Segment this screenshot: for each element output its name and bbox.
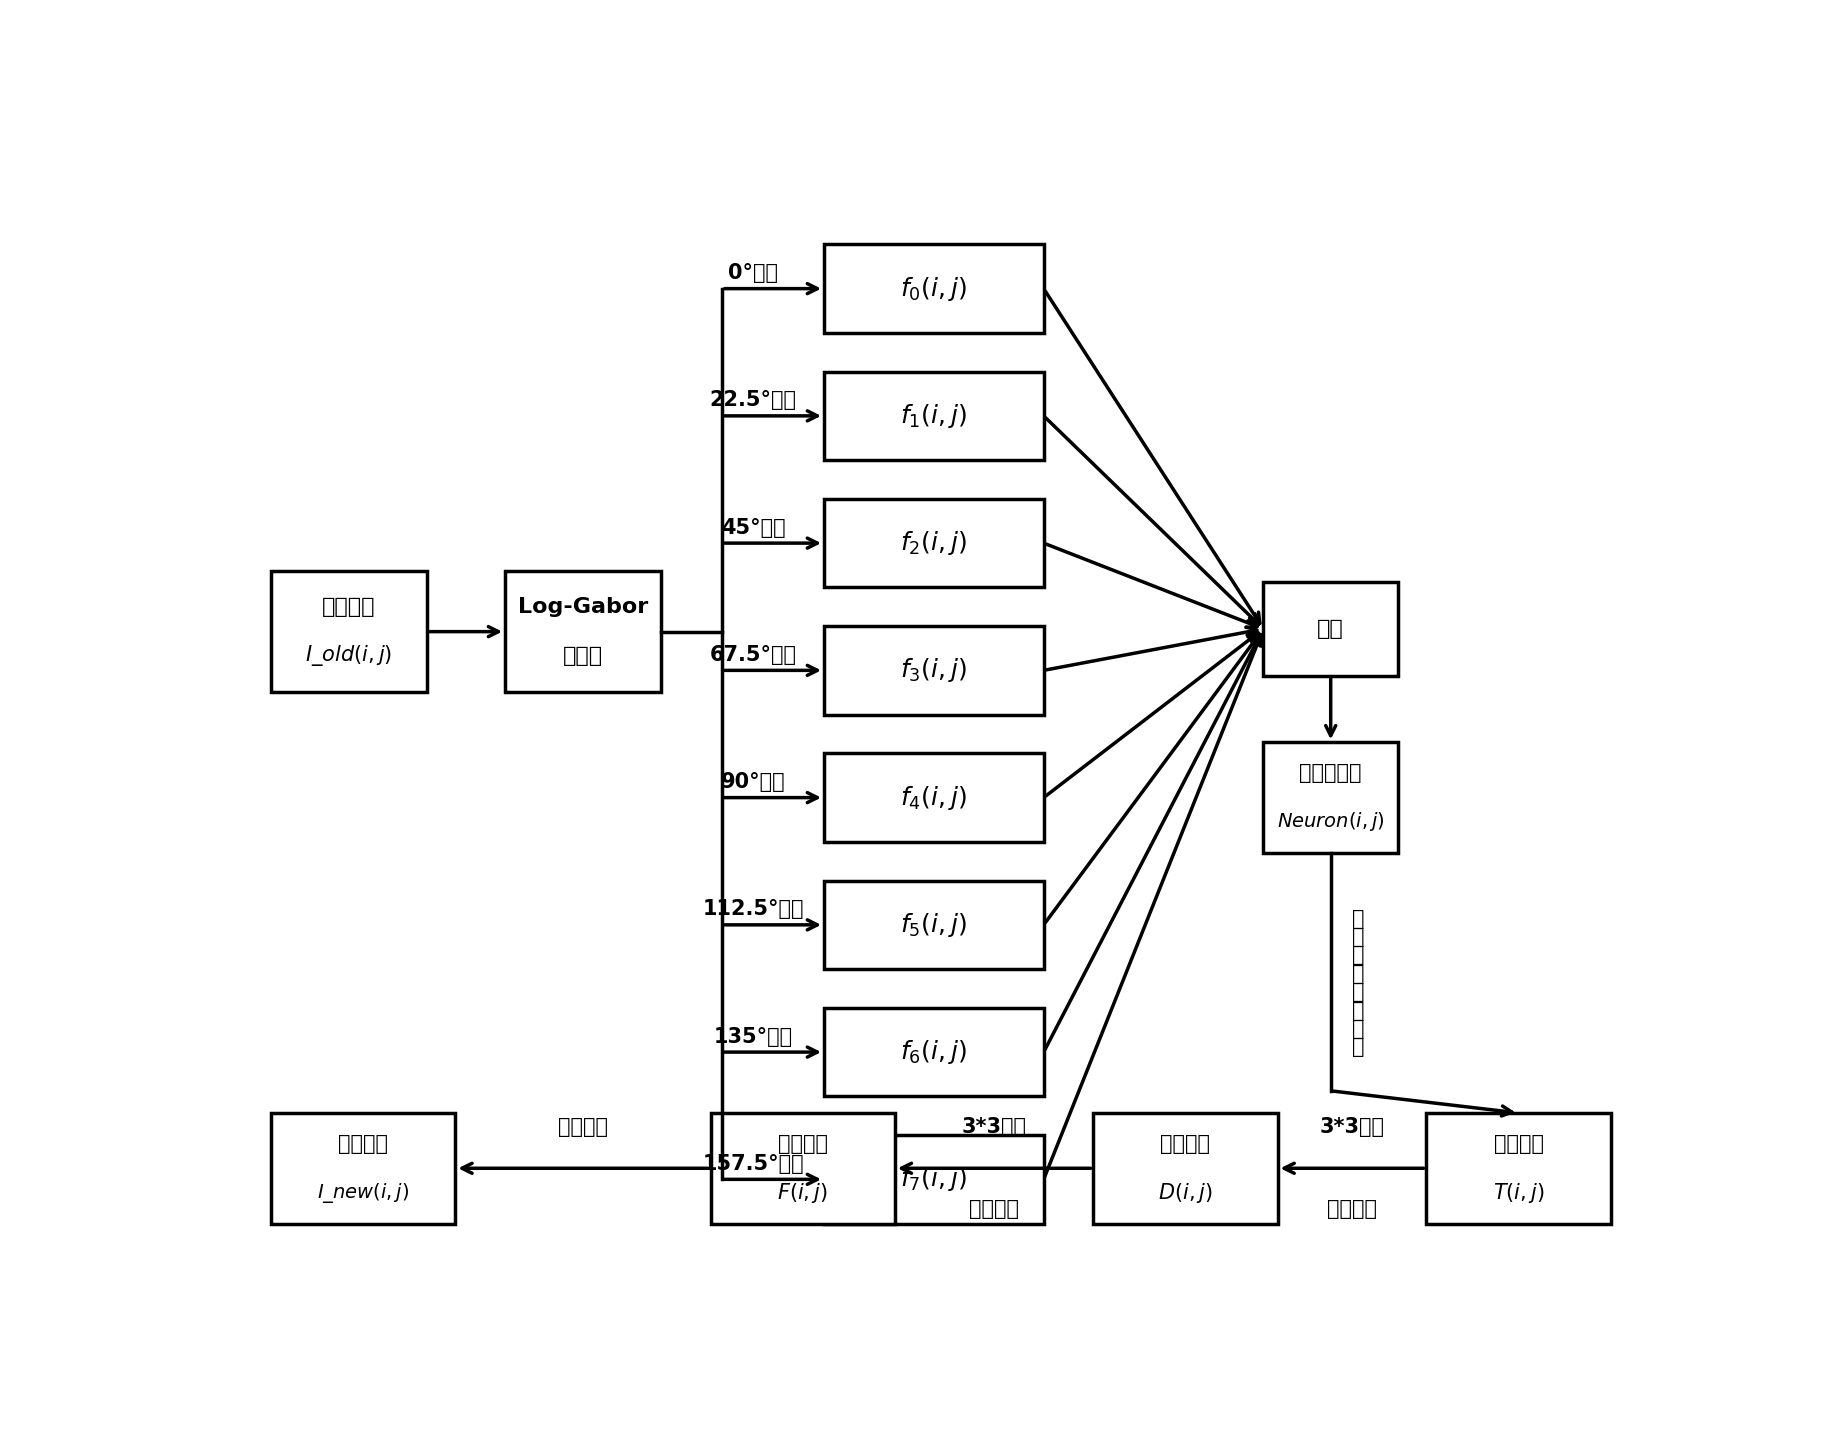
Text: $F(i,j)$: $F(i,j)$ bbox=[777, 1181, 829, 1204]
Bar bbox=[271, 570, 426, 693]
Text: 3*3模板: 3*3模板 bbox=[1319, 1118, 1385, 1137]
Text: 112.5°滤波: 112.5°滤波 bbox=[702, 900, 803, 920]
Text: $I\_old(i,j)$: $I\_old(i,j)$ bbox=[305, 644, 393, 668]
Bar bbox=[1094, 1112, 1277, 1224]
Text: $f_6(i,j)$: $f_6(i,j)$ bbox=[900, 1038, 968, 1066]
Text: $T(i,j)$: $T(i,j)$ bbox=[1492, 1181, 1544, 1204]
Bar bbox=[1264, 582, 1397, 675]
Text: 时间矩阵: 时间矩阵 bbox=[1494, 1134, 1544, 1154]
Bar bbox=[823, 244, 1044, 333]
Bar bbox=[505, 570, 660, 693]
Text: 90°滤波: 90°滤波 bbox=[721, 772, 785, 792]
Text: $f_3(i,j)$: $f_3(i,j)$ bbox=[900, 657, 968, 684]
Bar bbox=[823, 499, 1044, 588]
Text: $Neuron(i,j)$: $Neuron(i,j)$ bbox=[1277, 810, 1385, 833]
Text: $I\_new(i,j)$: $I\_new(i,j)$ bbox=[316, 1181, 410, 1204]
Bar bbox=[823, 753, 1044, 842]
Text: 结果图像: 结果图像 bbox=[338, 1134, 388, 1154]
Text: 时序排列: 时序排列 bbox=[1328, 1200, 1377, 1219]
Text: 45°滤波: 45°滤波 bbox=[721, 517, 785, 537]
Text: 灰度映射: 灰度映射 bbox=[558, 1118, 607, 1137]
Text: 边缘矩阵: 边缘矩阵 bbox=[777, 1134, 829, 1154]
Bar bbox=[711, 1112, 894, 1224]
Bar bbox=[823, 627, 1044, 714]
Text: 侧向抑制: 侧向抑制 bbox=[969, 1200, 1019, 1219]
Bar bbox=[823, 372, 1044, 460]
Bar bbox=[1264, 743, 1397, 854]
Text: $f_7(i,j)$: $f_7(i,j)$ bbox=[900, 1165, 968, 1193]
Text: 记
录
首
次
放
电
时
间: 记 录 首 次 放 电 时 间 bbox=[1352, 908, 1364, 1058]
Text: $f_5(i,j)$: $f_5(i,j)$ bbox=[900, 911, 968, 938]
Text: 点阵神经元: 点阵神经元 bbox=[1299, 763, 1363, 783]
Text: Log-Gabor: Log-Gabor bbox=[518, 598, 647, 618]
Text: $f_0(i,j)$: $f_0(i,j)$ bbox=[900, 274, 968, 303]
Bar bbox=[271, 1112, 455, 1224]
Text: 原始图像: 原始图像 bbox=[322, 598, 377, 618]
Text: 135°滤波: 135°滤波 bbox=[713, 1026, 792, 1046]
Text: 0°滤波: 0°滤波 bbox=[728, 263, 777, 283]
Bar bbox=[1427, 1112, 1611, 1224]
Text: $D(i,j)$: $D(i,j)$ bbox=[1158, 1181, 1213, 1204]
Text: 3*3模板: 3*3模板 bbox=[962, 1118, 1026, 1137]
Text: 滤波器: 滤波器 bbox=[563, 647, 604, 665]
Text: $f_4(i,j)$: $f_4(i,j)$ bbox=[900, 783, 968, 812]
Text: 22.5°滤波: 22.5°滤波 bbox=[710, 391, 797, 411]
Text: $f_2(i,j)$: $f_2(i,j)$ bbox=[900, 529, 968, 558]
Bar bbox=[823, 881, 1044, 969]
Text: 方差矩阵: 方差矩阵 bbox=[1160, 1134, 1211, 1154]
Text: 加和: 加和 bbox=[1317, 619, 1344, 639]
Text: 157.5°滤波: 157.5°滤波 bbox=[702, 1154, 805, 1174]
Text: $f_1(i,j)$: $f_1(i,j)$ bbox=[900, 402, 968, 430]
Text: 67.5°滤波: 67.5°滤波 bbox=[710, 645, 797, 665]
Bar bbox=[823, 1007, 1044, 1096]
Bar bbox=[823, 1135, 1044, 1224]
